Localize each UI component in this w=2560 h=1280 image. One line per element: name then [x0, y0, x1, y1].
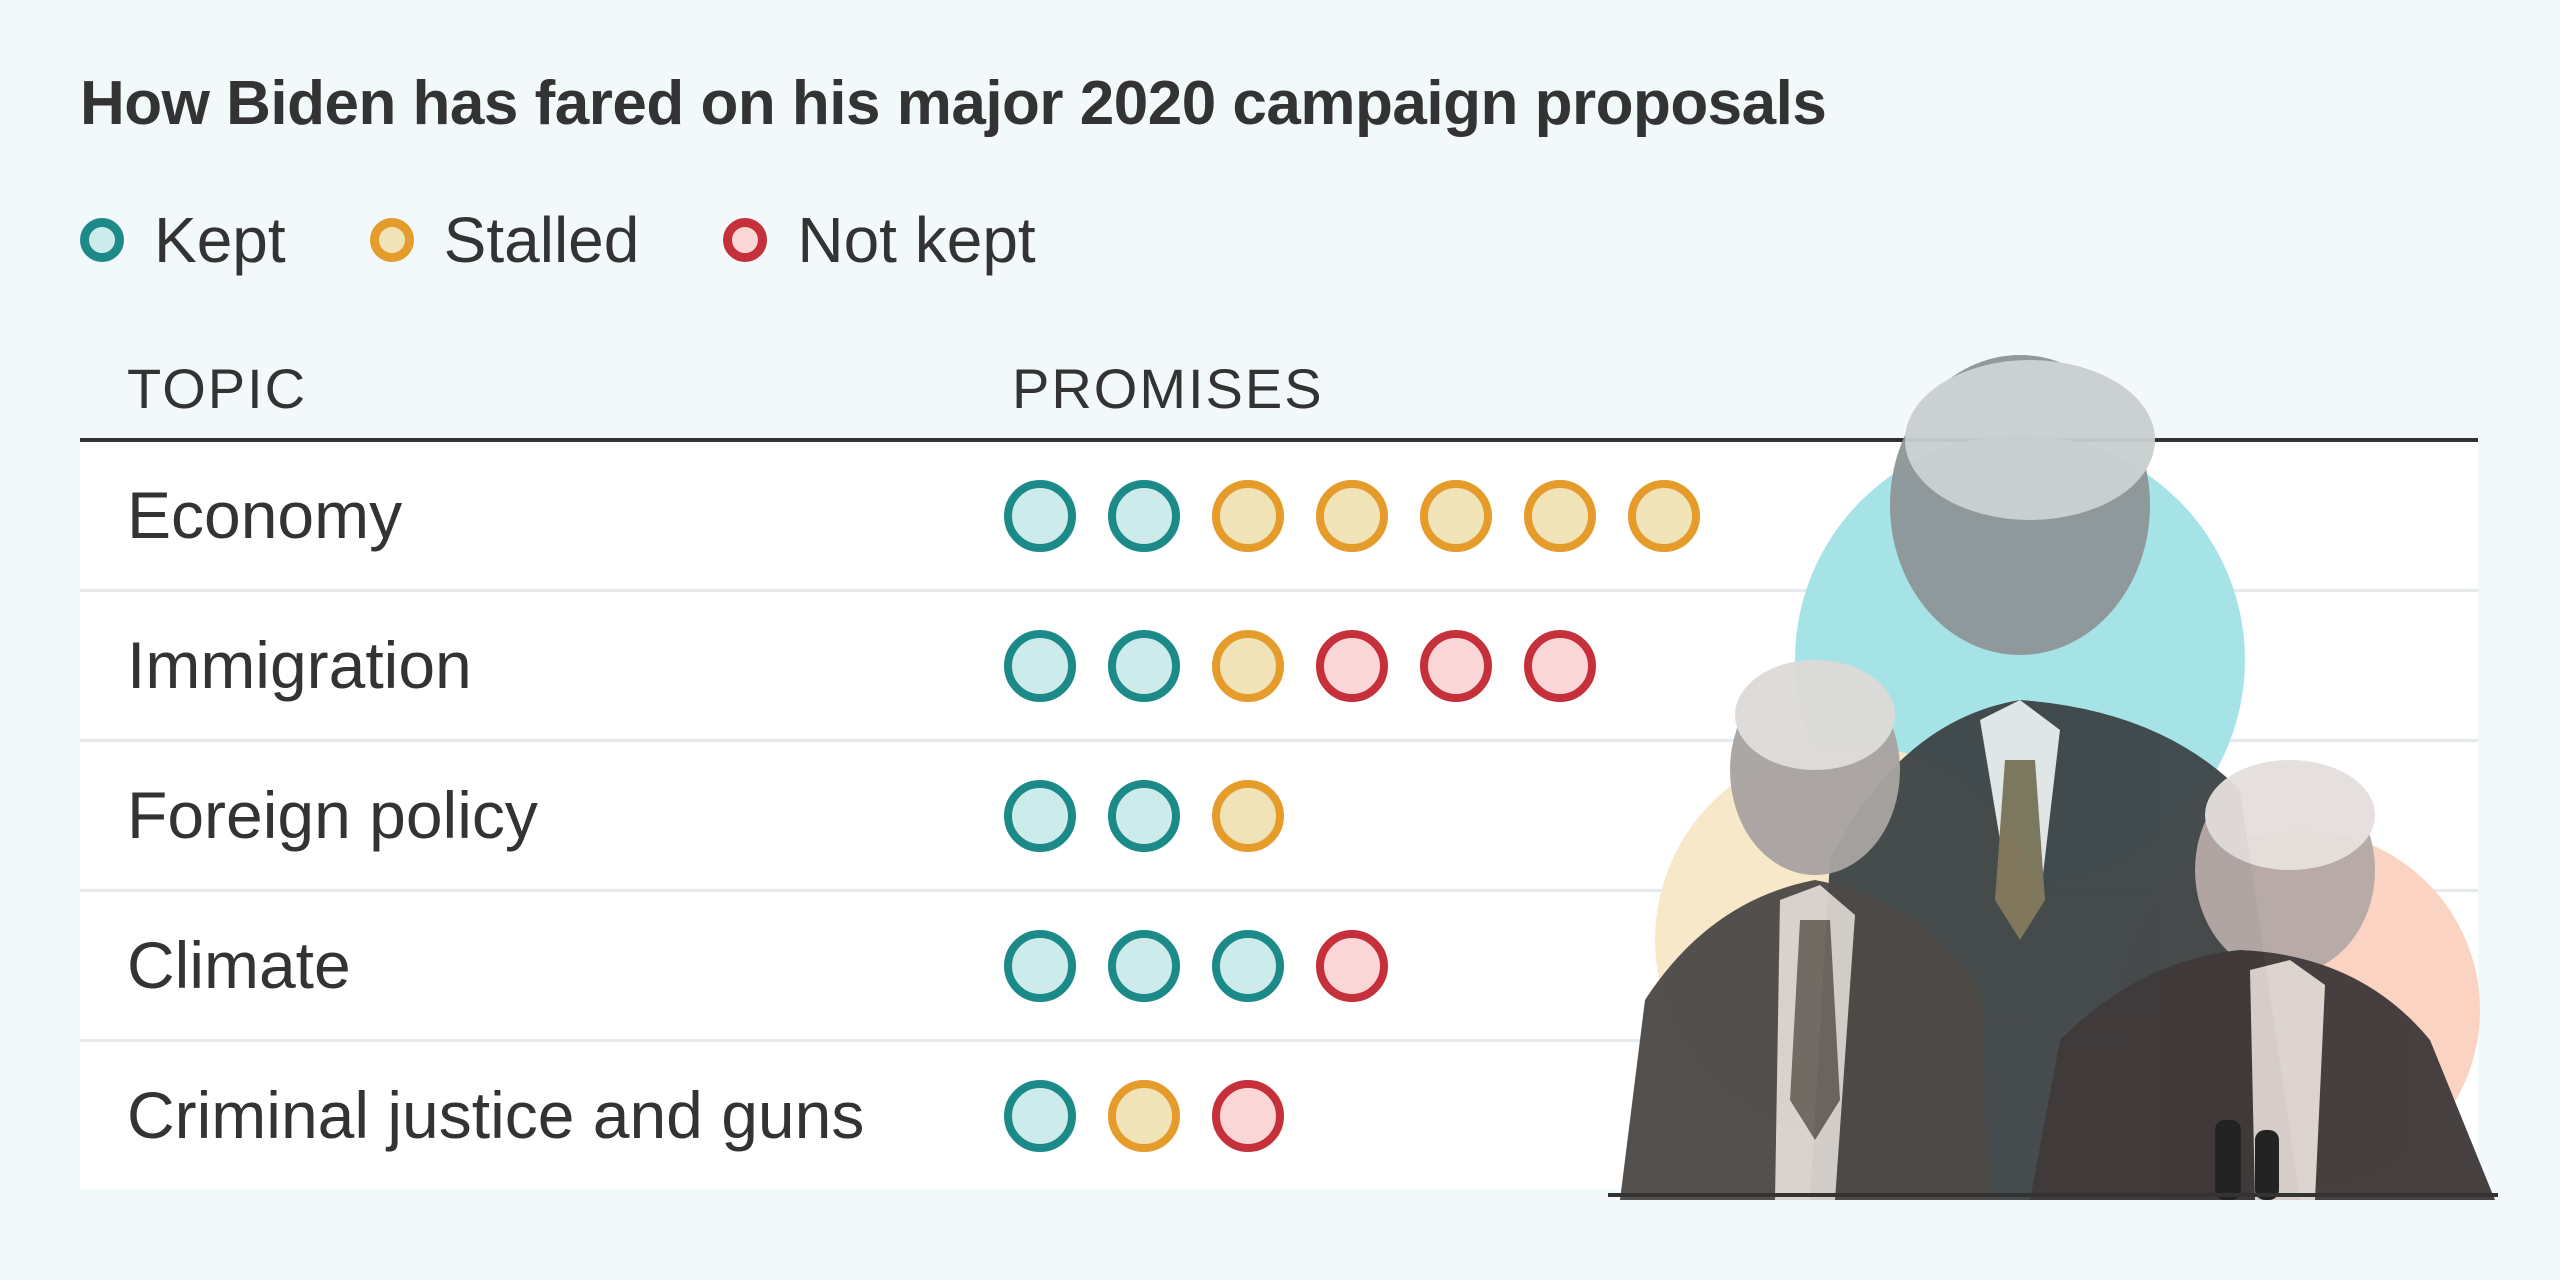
legend-item-kept: Kept — [80, 203, 286, 277]
promise-dots — [1004, 892, 1420, 1039]
promise-dot-stalled — [1212, 479, 1284, 552]
promise-dot-kept — [1004, 929, 1076, 1002]
promise-dot-not-kept — [1316, 629, 1388, 702]
promise-dot-not-kept — [1420, 629, 1492, 702]
promise-dot-kept — [1212, 929, 1284, 1002]
topic-label: Criminal justice and guns — [127, 1078, 865, 1152]
promise-dot-kept — [1004, 1079, 1076, 1152]
promise-dot-not-kept — [1316, 929, 1388, 1002]
promise-dot-kept — [1108, 779, 1180, 852]
promise-dot-stalled — [1524, 479, 1596, 552]
legend-item-stalled: Stalled — [369, 203, 640, 277]
promise-dot-stalled — [1420, 479, 1492, 552]
legend-label-kept: Kept — [154, 204, 286, 276]
promise-dot-kept — [1108, 629, 1180, 702]
legend-label-stalled: Stalled — [443, 204, 640, 276]
promise-dots — [1004, 592, 1628, 739]
promises-column-header: PROMISES — [1012, 357, 1324, 420]
promise-dots — [1004, 442, 1732, 589]
topic-label: Foreign policy — [127, 778, 538, 852]
portrait-right — [2030, 760, 2495, 1200]
promise-dot-stalled — [1108, 1079, 1180, 1152]
microphone — [2255, 1130, 2279, 1200]
promise-dot-kept — [1108, 479, 1180, 552]
promise-dot-kept — [1004, 629, 1076, 702]
promise-dots — [1004, 742, 1316, 889]
legend-swatch-stalled — [369, 218, 414, 262]
promise-dot-kept — [1004, 779, 1076, 852]
promise-dot-stalled — [1212, 779, 1284, 852]
topic-column-header: TOPIC — [127, 357, 308, 420]
legend-item-not-kept: Not kept — [723, 203, 1036, 277]
promise-dot-kept — [1004, 479, 1076, 552]
topic-label: Immigration — [127, 628, 472, 702]
promise-dot-stalled — [1316, 479, 1388, 552]
promise-dots — [1004, 1042, 1316, 1189]
promise-dot-stalled — [1628, 479, 1700, 552]
promise-dot-not-kept — [1212, 1079, 1284, 1152]
legend-swatch-not-kept — [723, 218, 768, 262]
legend-swatch-kept — [80, 218, 124, 262]
topic-label: Economy — [127, 478, 403, 552]
promise-dot-not-kept — [1524, 629, 1596, 702]
portrait-left — [1620, 660, 1990, 1200]
chart-title: How Biden has fared on his major 2020 ca… — [80, 69, 1827, 138]
promise-dot-kept — [1108, 929, 1180, 1002]
topic-label: Climate — [127, 928, 351, 1002]
legend-label-not-kept: Not kept — [797, 204, 1036, 276]
table-body: Economy Immigration Foreign policy Climate C… — [80, 442, 2478, 1189]
photo-baseline — [1608, 1193, 2498, 1197]
legend: Kept Stalled Not kept — [80, 200, 1120, 280]
biden-photo-collage — [1620, 355, 2495, 1200]
table-header: TOPIC PROMISES — [80, 356, 2478, 442]
promises-table: TOPIC PROMISES Economy Immigration Foreign… — [80, 356, 2478, 1189]
promise-dot-stalled — [1212, 629, 1284, 702]
microphone — [2215, 1120, 2241, 1200]
